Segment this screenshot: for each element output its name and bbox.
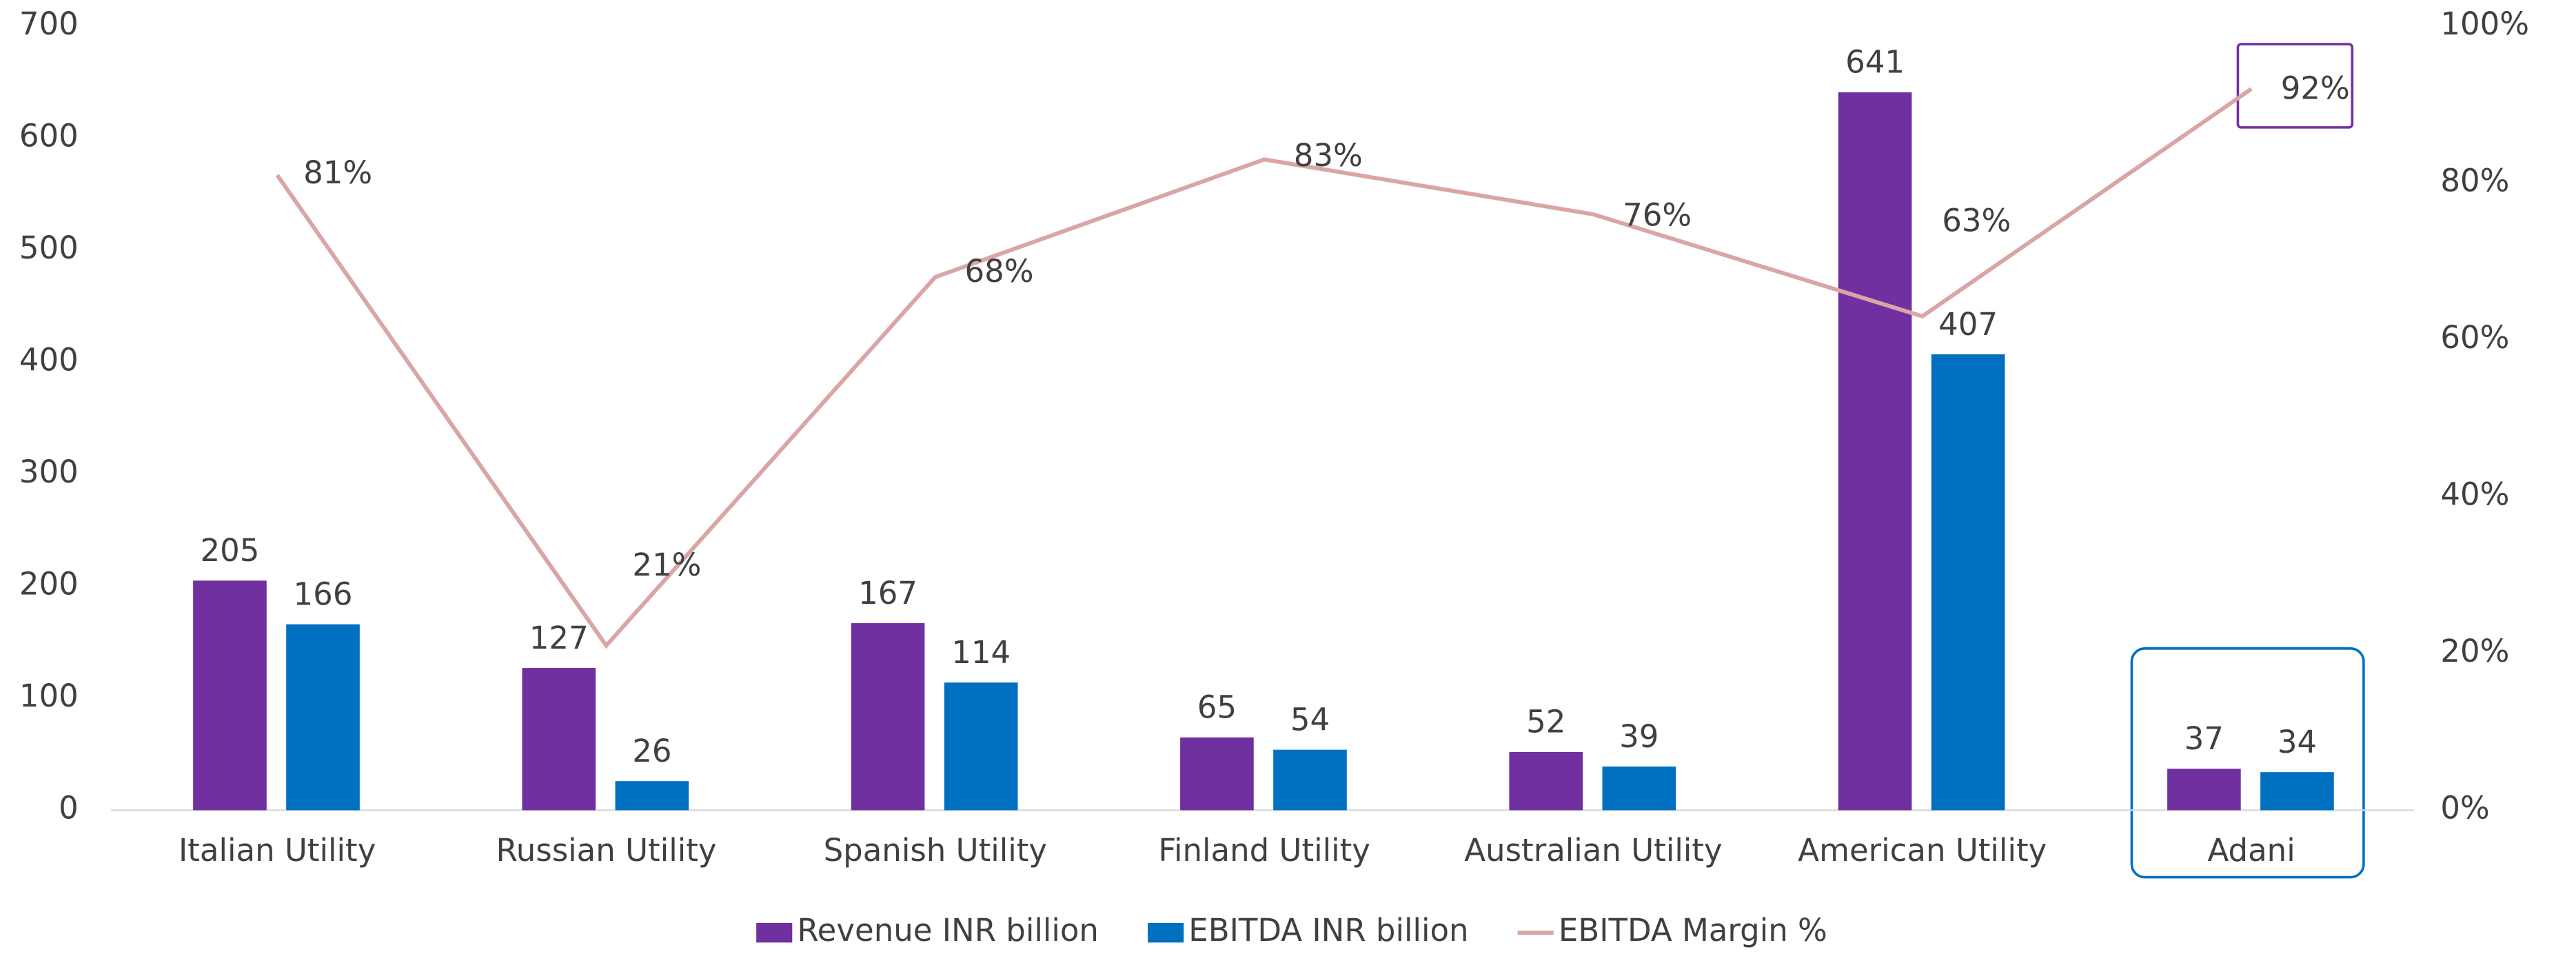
data-label: 81% xyxy=(303,154,372,191)
bar xyxy=(1931,354,2005,811)
x-tick-label: Russian Utility xyxy=(496,832,716,869)
data-label: 167 xyxy=(858,575,917,611)
y-tick-label: 400 xyxy=(19,341,79,378)
data-label: 76% xyxy=(1623,197,1692,234)
x-tick-label: American Utility xyxy=(1798,832,2047,869)
x-tick-label: Adani xyxy=(2208,832,2295,869)
bar xyxy=(1509,751,1583,811)
x-tick-label: Australian Utility xyxy=(1464,832,1722,869)
bar xyxy=(522,668,596,811)
bar xyxy=(2167,769,2241,811)
bar xyxy=(1602,767,1676,811)
legend-label: Revenue INR billion xyxy=(797,912,1099,948)
y2-tick-label: 0% xyxy=(2440,789,2489,826)
y2-tick-label: 20% xyxy=(2440,633,2509,669)
data-label: 205 xyxy=(200,532,259,569)
highlight-box xyxy=(2130,647,2365,879)
y-tick-label: 500 xyxy=(19,230,79,266)
bar xyxy=(615,781,689,811)
bar xyxy=(851,623,925,811)
highlight-box xyxy=(2236,43,2354,129)
y2-tick-label: 60% xyxy=(2440,319,2509,356)
data-label: 166 xyxy=(294,576,353,612)
legend-label: EBITDA Margin % xyxy=(1559,912,1827,948)
y-tick-label: 200 xyxy=(19,565,79,602)
data-label: 127 xyxy=(529,620,589,656)
bar xyxy=(1273,749,1347,811)
y2-tick-label: 40% xyxy=(2440,476,2509,512)
data-label: 641 xyxy=(1845,44,1905,81)
data-label: 26 xyxy=(632,733,671,769)
y-tick-label: 300 xyxy=(19,454,79,490)
y-tick-label: 600 xyxy=(19,117,79,154)
bar xyxy=(2260,772,2334,811)
legend-swatch xyxy=(1148,922,1184,943)
data-label: 52 xyxy=(1526,704,1565,740)
y2-tick-label: 80% xyxy=(2440,162,2509,199)
y-tick-label: 100 xyxy=(19,678,79,714)
legend-swatch xyxy=(756,922,793,943)
data-label: 68% xyxy=(964,253,1033,290)
bar xyxy=(1838,92,1912,811)
data-label: 83% xyxy=(1294,137,1363,174)
legend-label: EBITDA INR billion xyxy=(1188,912,1468,948)
data-label: 114 xyxy=(951,634,1011,671)
bar xyxy=(944,682,1018,811)
data-label: 54 xyxy=(1290,701,1330,738)
bar xyxy=(286,624,360,811)
data-label: 34 xyxy=(2278,724,2317,760)
line xyxy=(275,87,2253,649)
bar xyxy=(1180,737,1254,811)
x-tick-label: Finland Utility xyxy=(1158,832,1370,869)
data-label: 407 xyxy=(1938,306,1998,343)
x-tick-label: Italian Utility xyxy=(179,832,376,869)
data-label: 92% xyxy=(2281,70,2350,106)
y-tick-label: 700 xyxy=(19,6,79,42)
y-tick-label: 0 xyxy=(59,789,79,826)
data-label: 65 xyxy=(1197,689,1237,726)
data-label: 39 xyxy=(1619,718,1659,755)
data-label: 21% xyxy=(632,547,701,583)
y2-tick-label: 100% xyxy=(2440,6,2529,42)
data-label: 37 xyxy=(2184,720,2224,757)
bar xyxy=(193,580,267,811)
data-label: 63% xyxy=(1942,203,2011,239)
x-tick-label: Spanish Utility xyxy=(824,832,1047,869)
